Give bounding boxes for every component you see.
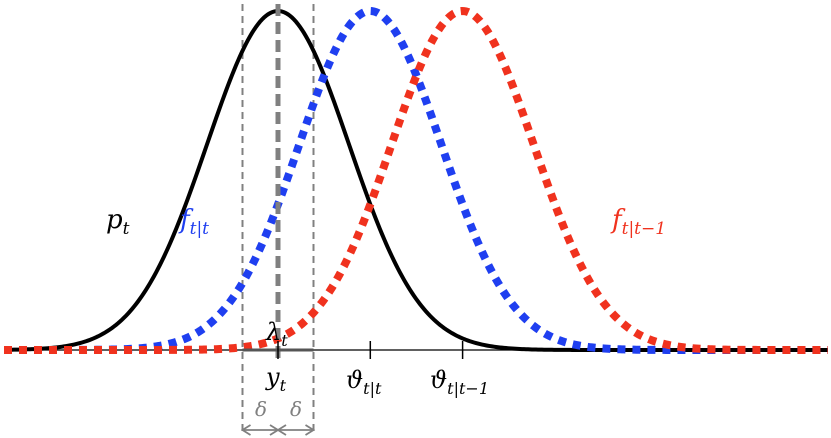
- label-theta-predicted-sub: t|t−1: [447, 379, 489, 398]
- f-predicted-density-curve: [4, 7, 828, 354]
- label-delta-right: δ: [290, 397, 302, 421]
- label-p-main: p: [106, 205, 123, 235]
- label-f-predicted: ft|t−1: [610, 205, 666, 239]
- label-f-filtered-sub: t|t: [190, 219, 210, 239]
- label-lambda-sub: t: [281, 331, 288, 350]
- label-theta-filtered-main: ϑ: [346, 366, 363, 394]
- label-f-predicted-sub: t|t−1: [622, 219, 666, 239]
- label-lambda: λt: [265, 318, 288, 350]
- label-delta-left: δ: [255, 397, 267, 421]
- label-y-sub: t: [280, 376, 287, 395]
- p-density-curve: [3, 8, 828, 352]
- label-lambda-main: λ: [265, 318, 281, 346]
- label-theta-predicted-main: ϑ: [430, 366, 447, 394]
- delta-arrows: [240, 424, 316, 436]
- label-theta-filtered-sub: t|t: [363, 379, 382, 398]
- label-theta-filtered: ϑt|t: [346, 366, 382, 398]
- label-y-main: y: [265, 363, 280, 391]
- label-f-filtered: ft|t: [178, 205, 209, 239]
- label-p-sub: t: [123, 219, 130, 239]
- delta-arrowhead-right: [305, 424, 316, 436]
- label-theta-predicted: ϑt|t−1: [430, 366, 489, 398]
- delta-arrowhead-middle: [269, 424, 287, 436]
- label-p: pt: [106, 205, 130, 239]
- delta-arrowhead-left: [240, 424, 251, 436]
- label-y: yt: [265, 363, 287, 395]
